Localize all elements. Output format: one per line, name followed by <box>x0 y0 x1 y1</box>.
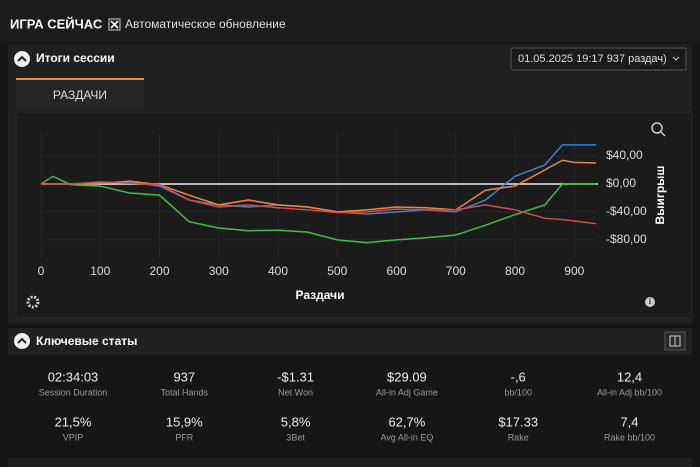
stat-value: 5,8% <box>281 414 311 429</box>
y-tick-label: $40,00 <box>606 148 643 162</box>
x-tick-label: 800 <box>505 264 525 278</box>
x-axis-label: Раздачи <box>296 288 345 302</box>
stat-value: 21,5% <box>55 414 92 429</box>
stat-label: Rake bb/100 <box>604 432 655 442</box>
chevron <box>17 55 27 62</box>
x-tick-label: 400 <box>268 264 288 278</box>
stat-label: Total Hands <box>161 387 209 397</box>
x-tick-label: 300 <box>209 264 229 278</box>
stat-value: 12,4 <box>617 369 642 384</box>
x-tick-label: 200 <box>149 264 169 278</box>
stat-label: Net Won <box>278 387 313 397</box>
collapse-icon[interactable] <box>14 333 30 349</box>
collapse-icon[interactable] <box>14 51 30 67</box>
check-mark <box>110 20 119 29</box>
stat-value: 937 <box>173 369 195 384</box>
stat-label: All-in Adj Game <box>376 387 438 397</box>
top-bar <box>0 0 700 42</box>
y-tick-label: $0,00 <box>606 176 636 190</box>
session-dropdown[interactable] <box>510 47 687 71</box>
stat-value: $29.09 <box>387 369 427 384</box>
stat-label: Rake <box>508 432 529 442</box>
tab-label: РАЗДАЧИ <box>53 88 107 102</box>
series-line <box>41 181 597 225</box>
stat-label: Session Duration <box>39 387 108 397</box>
info-icon[interactable] <box>645 297 655 307</box>
dropdown-arrow <box>672 56 680 61</box>
stats-header <box>8 328 692 355</box>
session-title: Итоги сессии <box>36 51 115 65</box>
stat-label: VPIP <box>63 432 84 442</box>
zoom-icon[interactable] <box>651 122 663 134</box>
stat-value: -,6 <box>511 369 526 384</box>
x-tick-label: 900 <box>564 264 584 278</box>
stat-label: PFR <box>175 432 194 442</box>
stats-title: Ключевые статы <box>36 334 137 348</box>
stat-label: All-in Adj bb/100 <box>597 387 662 397</box>
dropdown-text: 01.05.2025 19:17 937 раздач) <box>518 53 667 65</box>
stat-value: 7,4 <box>620 414 638 429</box>
auto-refresh-label: Автоматическое обновление <box>125 17 286 31</box>
stat-value: 62,7% <box>388 414 425 429</box>
y-tick-label: -$40,00 <box>606 204 647 218</box>
tab[interactable] <box>16 78 144 110</box>
info-glyph: i <box>649 297 651 306</box>
stat-label: 3Bet <box>286 432 305 442</box>
x-tick-label: 700 <box>446 264 466 278</box>
stat-value: 02:34:03 <box>48 369 99 384</box>
layout-icon <box>669 335 681 347</box>
x-tick-label: 100 <box>90 264 110 278</box>
y-axis-label: Выигрыш <box>653 166 667 225</box>
series-line <box>40 175 597 244</box>
stat-value: $17.33 <box>498 414 538 429</box>
stat-value: 15,9% <box>166 414 203 429</box>
tab-indicator <box>16 78 144 80</box>
stat-value: -$1.31 <box>277 369 314 384</box>
chevron <box>17 337 27 344</box>
x-tick-label: 0 <box>38 264 45 278</box>
y-tick-label: -$80,00 <box>606 232 647 246</box>
chart-box <box>15 111 693 319</box>
page-title: ИГРА СЕЙЧАС <box>10 16 103 31</box>
settings-icon[interactable] <box>26 295 40 309</box>
zoom-handle <box>660 131 666 137</box>
next-panel <box>8 458 692 467</box>
stat-label: bb/100 <box>504 387 532 397</box>
x-tick-label: 500 <box>327 264 347 278</box>
checkbox[interactable] <box>108 18 121 31</box>
stat-label: Avg All-in EQ <box>380 432 433 442</box>
x-tick-label: 600 <box>387 264 407 278</box>
